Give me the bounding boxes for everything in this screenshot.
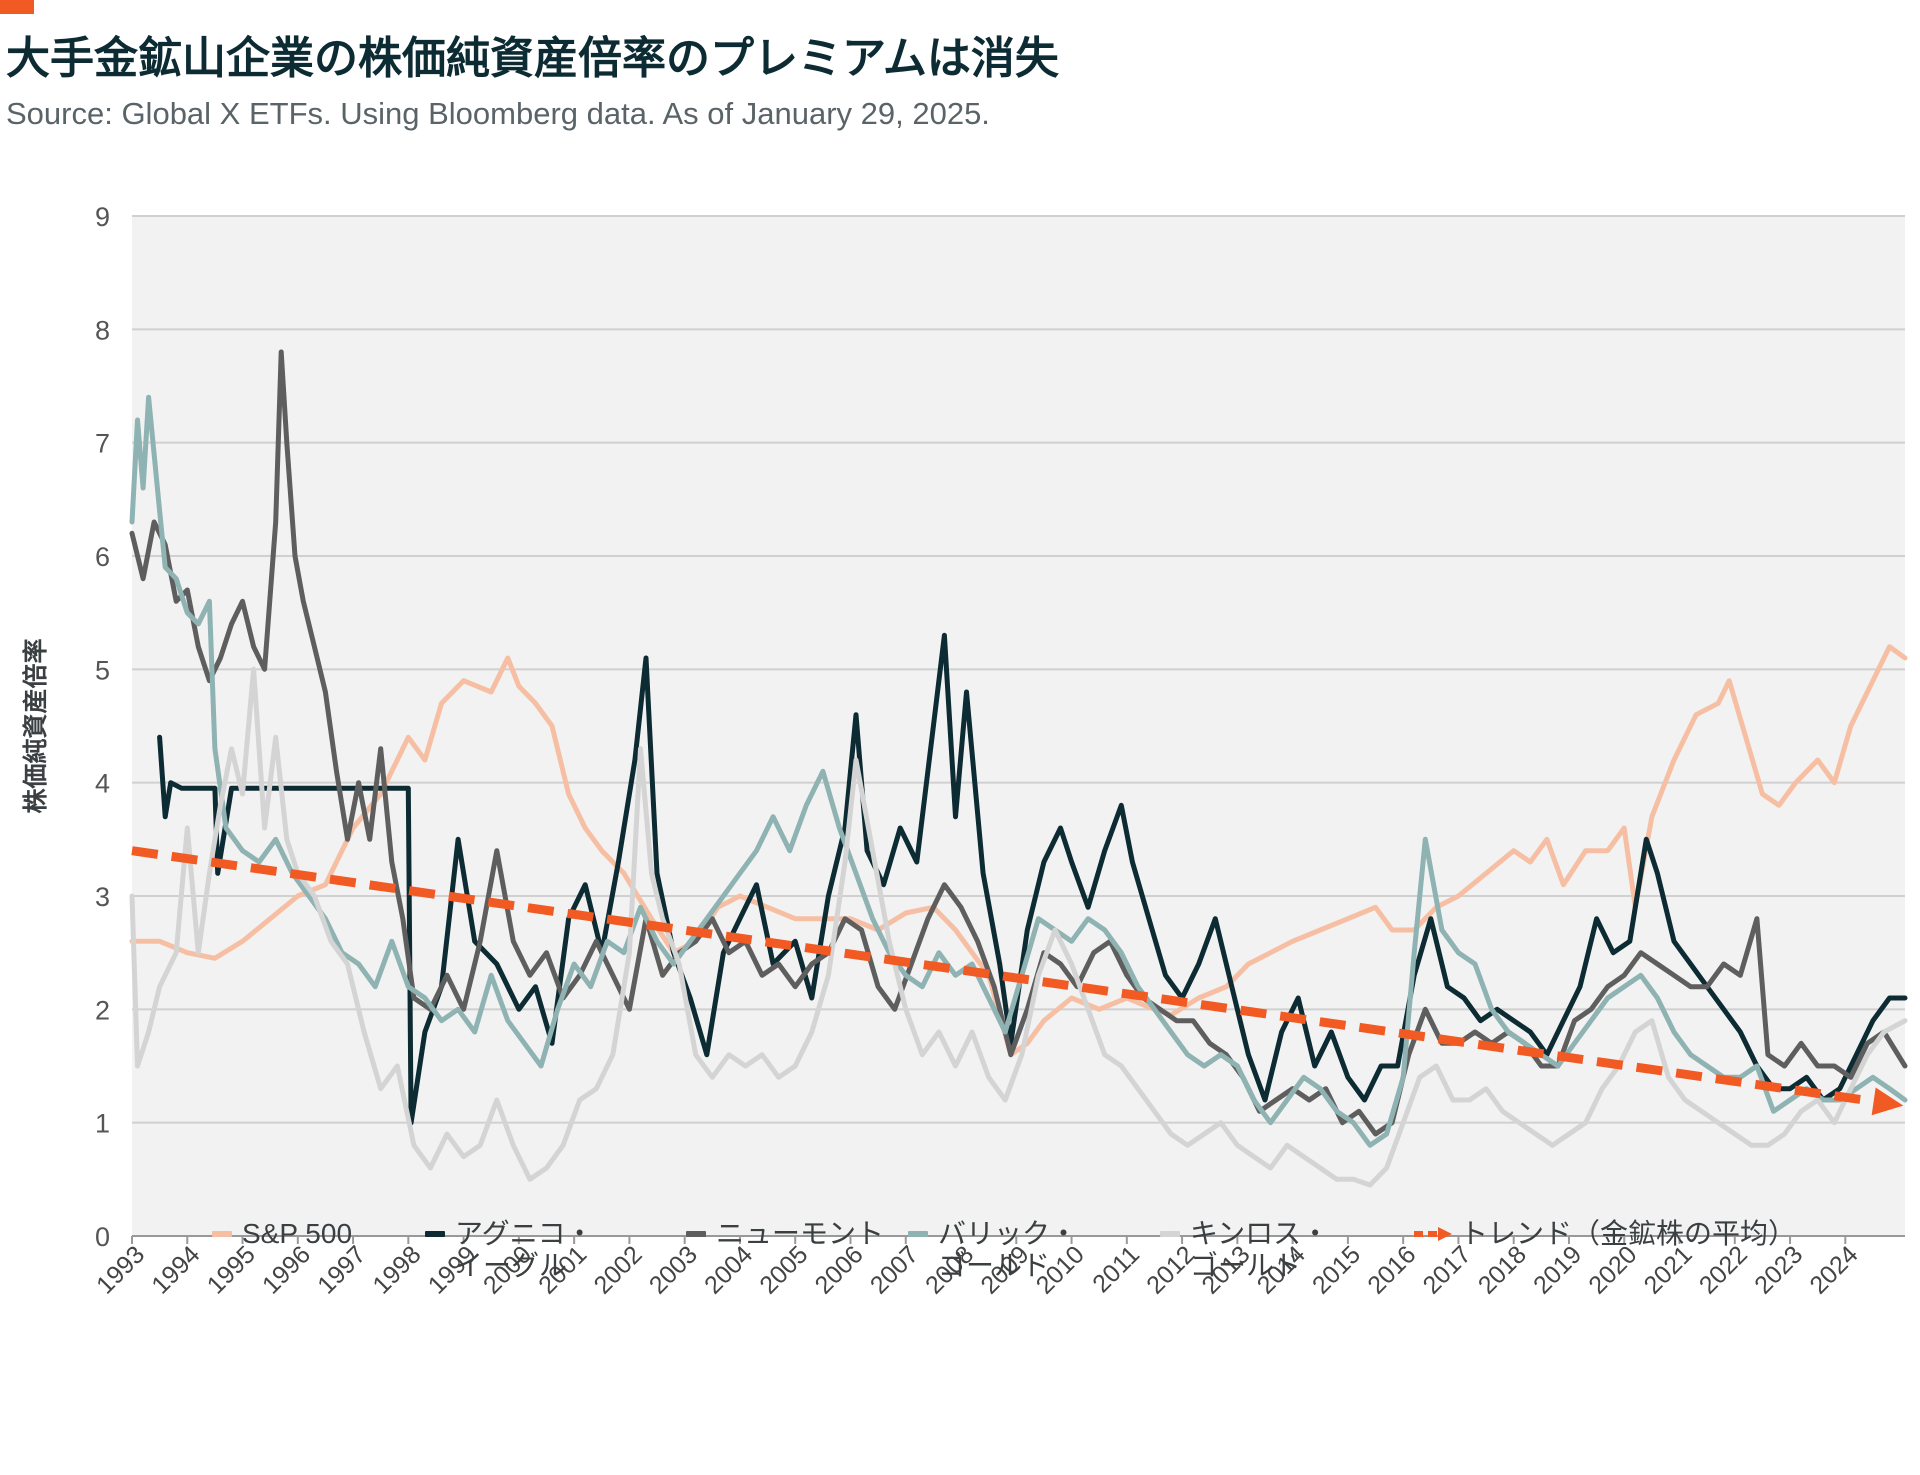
y-tick-label: 2 — [95, 995, 110, 1025]
legend-swatch-agnico — [425, 1231, 445, 1237]
y-tick-label: 6 — [95, 542, 110, 572]
series-line-sp500 — [129, 644, 1908, 1058]
x-tick-label: 2016 — [1362, 1240, 1421, 1299]
legend-label-newmont: ニューモント — [716, 1218, 885, 1249]
accent-bar — [0, 0, 34, 14]
y-tick-label: 7 — [95, 429, 110, 459]
y-tick-label: 5 — [95, 655, 110, 685]
legend-item-kinross: キンロス・ ゴールド — [1160, 1218, 1329, 1282]
y-tick-label: 8 — [95, 315, 110, 345]
chart-title: 大手金鉱山企業の株価純資産倍率のプレミアムは消失 — [6, 34, 1059, 83]
x-tick-label: 2002 — [589, 1240, 648, 1299]
y-tick-label: 0 — [95, 1222, 110, 1252]
y-tick-label: 3 — [95, 882, 110, 912]
legend-label-kinross: キンロス・ ゴールド — [1190, 1218, 1330, 1281]
y-tick-label: 9 — [95, 202, 110, 232]
x-tick-label: 2024 — [1804, 1240, 1863, 1299]
legend-swatch-kinross — [1160, 1231, 1180, 1237]
line-chart: 0123456789199319941995199619971998199920… — [21, 202, 1908, 1300]
legend-item-barrick: バリック・ ゴールド — [908, 1218, 1077, 1282]
trend-arrowhead — [1871, 1087, 1904, 1116]
legend-label-sp500: S&P 500 — [242, 1218, 353, 1249]
legend-item-trend: トレンド（金鉱株の平均） — [1414, 1218, 1796, 1250]
trend-line — [131, 846, 1881, 1107]
x-tick-label: 1994 — [146, 1240, 205, 1299]
legend-label-trend: トレンド（金鉱株の平均） — [1460, 1218, 1797, 1249]
y-tick-label: 4 — [95, 769, 110, 799]
legend-swatch-newmont — [686, 1231, 706, 1237]
y-tick-label: 1 — [95, 1109, 110, 1139]
x-tick-label: 1998 — [367, 1240, 426, 1299]
series-line-agnico — [157, 632, 1908, 1126]
legend-trend-arrow-icon — [1414, 1227, 1452, 1241]
x-tick-label: 2011 — [1087, 1240, 1145, 1298]
legend-label-agnico: アグニコ・ イーグル — [455, 1218, 594, 1281]
legend-item-sp500: S&P 500 — [212, 1218, 352, 1250]
legend-item-agnico: アグニコ・ イーグル — [425, 1218, 594, 1282]
chart-subtitle: Source: Global X ETFs. Using Bloomberg d… — [6, 96, 990, 131]
legend-swatch-sp500 — [212, 1231, 232, 1237]
legend-item-newmont: ニューモント — [686, 1218, 884, 1250]
legend-label-barrick: バリック・ ゴールド — [938, 1218, 1078, 1281]
plot-area — [132, 216, 1905, 1236]
legend-swatch-barrick — [908, 1231, 928, 1237]
series-line-kinross — [129, 666, 1908, 1188]
series-line-newmont — [129, 349, 1908, 1137]
y-axis-label: 株価純資産倍率 — [21, 638, 50, 813]
